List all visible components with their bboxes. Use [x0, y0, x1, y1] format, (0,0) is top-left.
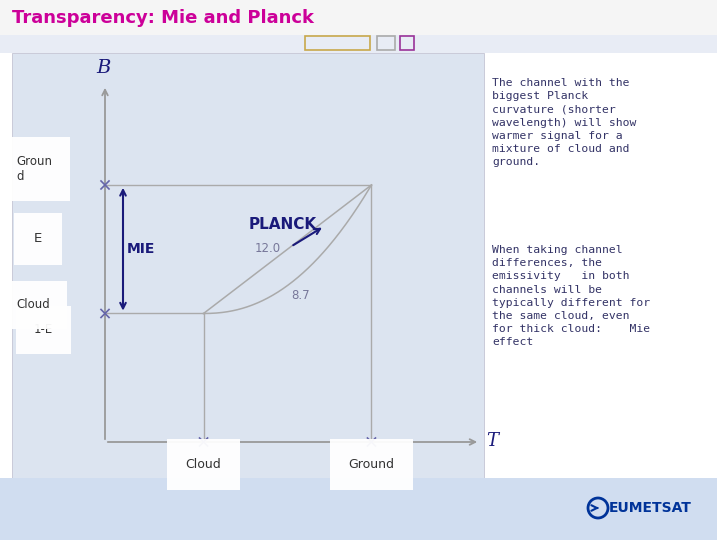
Text: 12.0: 12.0 — [255, 241, 280, 255]
Text: Transparency: Mie and Planck: Transparency: Mie and Planck — [12, 9, 314, 27]
Bar — [0, 478, 717, 540]
Text: Ground: Ground — [348, 458, 394, 471]
Text: 8.7: 8.7 — [292, 289, 310, 302]
Text: E: E — [34, 232, 42, 246]
Text: T: T — [486, 432, 498, 450]
Bar — [0, 35, 717, 53]
Text: 1-E: 1-E — [34, 323, 53, 336]
Text: Groun
d: Groun d — [16, 155, 52, 183]
Text: The channel with the
biggest Planck
curvature (shorter
wavelength) will show
war: The channel with the biggest Planck curv… — [492, 78, 637, 167]
Bar — [0, 0, 717, 35]
Text: B: B — [96, 59, 110, 77]
Bar — [305, 36, 370, 50]
Text: Cloud: Cloud — [16, 299, 49, 312]
Text: EUMETSAT: EUMETSAT — [609, 501, 691, 515]
Bar — [377, 36, 395, 50]
Text: Cloud: Cloud — [186, 458, 222, 471]
Bar — [400, 36, 414, 50]
Text: PLANCK: PLANCK — [249, 217, 317, 232]
Text: MIE: MIE — [127, 242, 156, 256]
Text: When taking channel
differences, the
emissivity   in both
channels will be
typic: When taking channel differences, the emi… — [492, 245, 650, 347]
Bar — [12, 53, 484, 478]
